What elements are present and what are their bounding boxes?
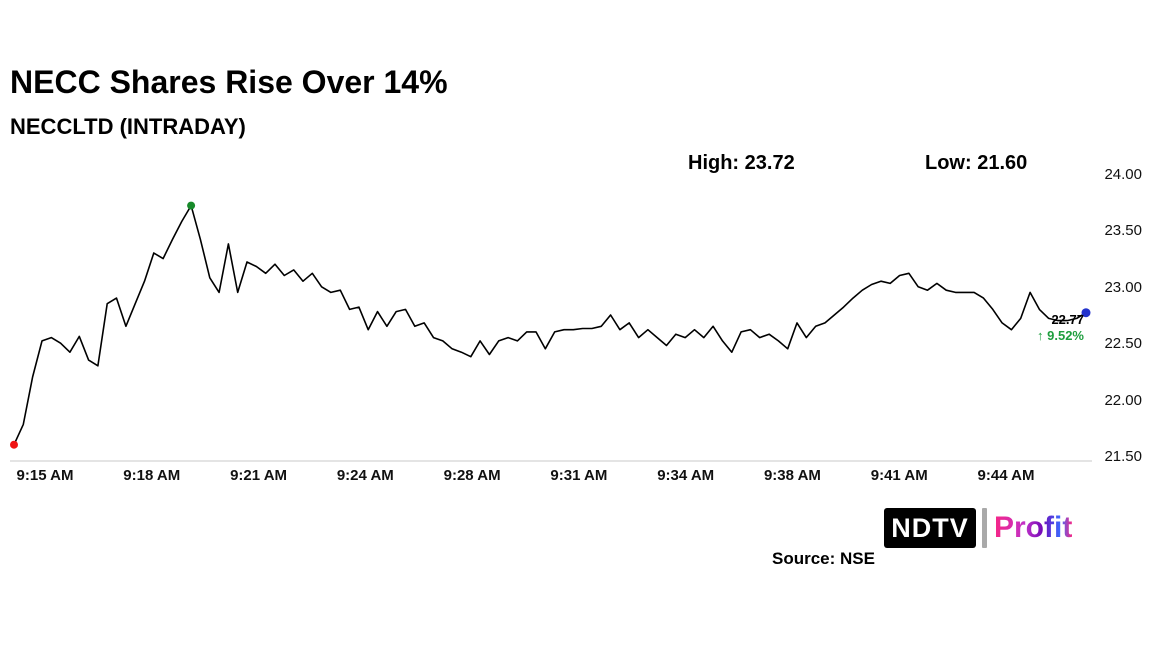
page-title: NECC Shares Rise Over 14% <box>10 64 448 100</box>
last-price-value: 22.77 <box>1051 312 1084 327</box>
logo-divider <box>982 508 987 548</box>
last-price-annotation: 22.77 ↑ 9.52% <box>998 312 1084 344</box>
last-price-marker <box>1081 308 1091 318</box>
high-value-label: High: 23.72 <box>688 152 795 174</box>
low-value-label: Low: 21.60 <box>925 152 1028 174</box>
profit-logo: Profit <box>994 511 1073 544</box>
open-marker <box>10 440 18 449</box>
ndtv-logo: NDTV <box>884 508 976 548</box>
price-line <box>13 204 1087 446</box>
source-label: Source: NSE <box>772 549 875 568</box>
high-marker <box>187 201 196 210</box>
chart-subtitle: NECCLTD (INTRADAY) <box>10 114 246 139</box>
ndtv-profit-logo: NDTV Profit <box>884 508 1072 548</box>
change-percent-value: ↑ 9.52% <box>1037 328 1084 343</box>
